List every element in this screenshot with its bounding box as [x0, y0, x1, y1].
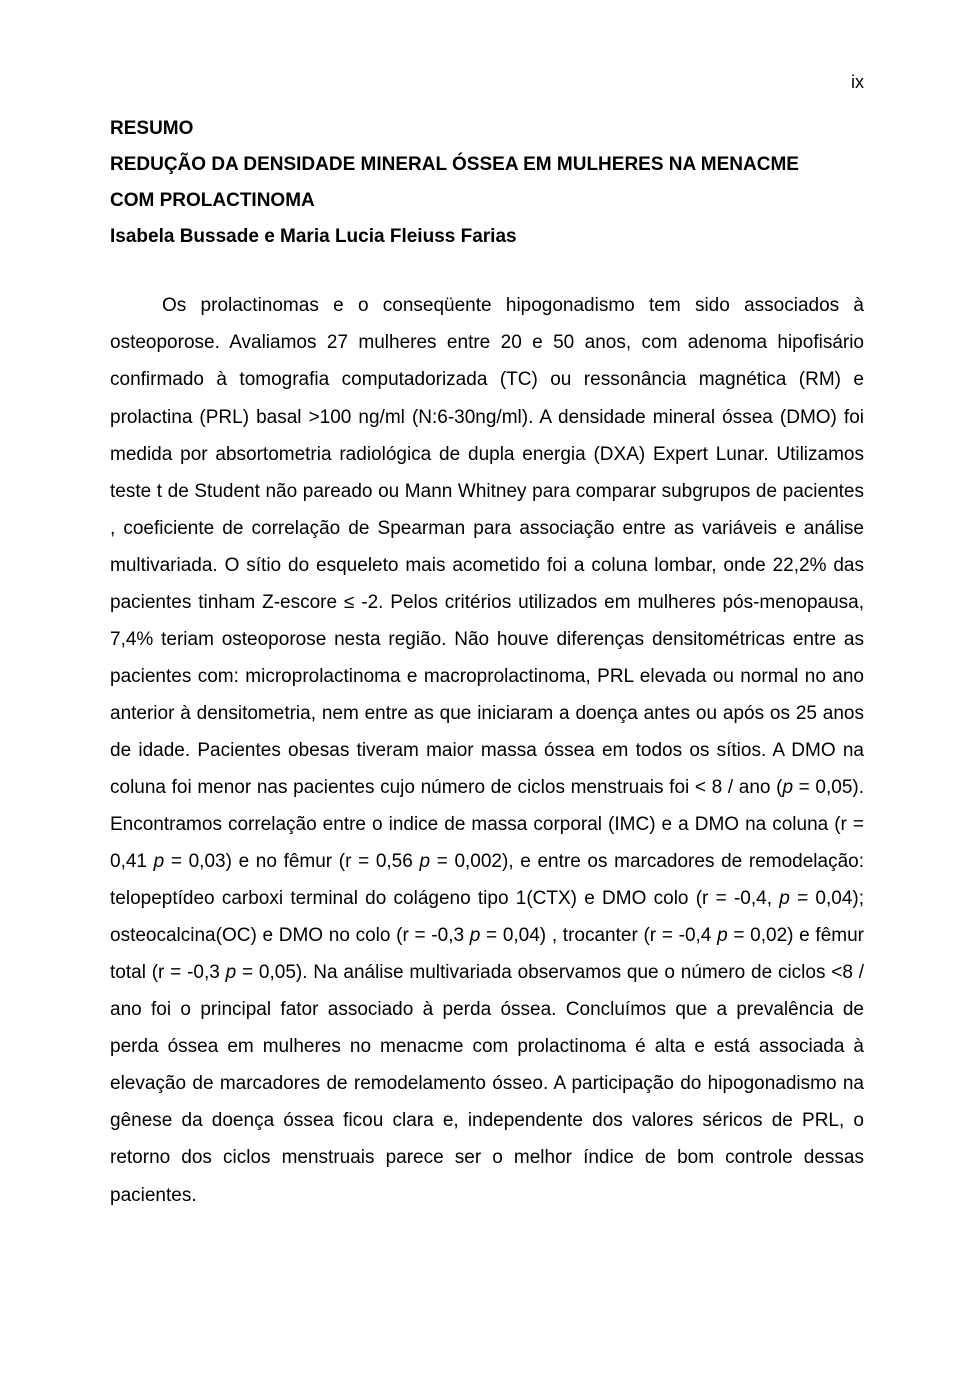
page-number: ix [110, 72, 864, 93]
section-heading: RESUMO [110, 111, 864, 147]
authors-line: Isabela Bussade e Maria Lucia Fleiuss Fa… [110, 219, 864, 255]
abstract-body: Os prolactinomas e o conseqüente hipogon… [110, 287, 864, 1213]
title-line-1: REDUÇÃO DA DENSIDADE MINERAL ÓSSEA EM MU… [110, 147, 864, 183]
title-line-2: COM PROLACTINOMA [110, 183, 864, 219]
